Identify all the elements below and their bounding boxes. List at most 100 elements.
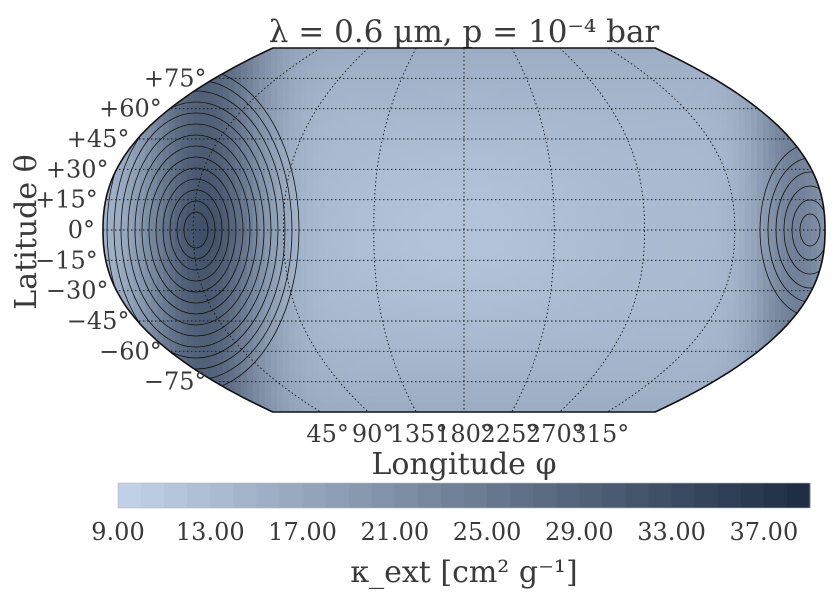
field-cell	[235, 156, 242, 163]
field-cell	[691, 150, 698, 157]
field-cell	[739, 96, 746, 103]
field-cell	[265, 84, 272, 91]
field-cell	[463, 228, 470, 235]
field-cell	[649, 174, 656, 181]
field-cell	[103, 84, 110, 91]
field-cell	[181, 276, 188, 283]
field-cell	[235, 198, 242, 205]
field-cell	[571, 240, 578, 247]
field-cell	[445, 78, 452, 85]
field-cell	[337, 210, 344, 217]
field-cell	[799, 162, 806, 169]
field-cell	[595, 288, 602, 295]
field-cell	[793, 84, 800, 91]
field-cell	[175, 264, 182, 271]
field-cell	[535, 162, 542, 169]
field-cell	[181, 186, 188, 193]
field-cell	[211, 276, 218, 283]
field-cell	[661, 198, 668, 205]
field-cell	[547, 48, 554, 55]
field-cell	[643, 84, 650, 91]
field-cell	[727, 276, 734, 283]
field-cell	[757, 198, 764, 205]
field-cell	[487, 48, 494, 55]
field-cell	[709, 60, 716, 67]
field-cell	[367, 180, 374, 187]
field-cell	[445, 240, 452, 247]
field-cell	[355, 222, 362, 229]
field-cell	[661, 84, 668, 91]
field-cell	[517, 144, 524, 151]
field-cell	[433, 144, 440, 151]
field-cell	[283, 132, 290, 139]
field-cell	[595, 216, 602, 223]
field-cell	[355, 114, 362, 121]
field-cell	[697, 252, 704, 259]
field-cell	[721, 192, 728, 199]
field-cell	[571, 174, 578, 181]
field-cell	[343, 276, 350, 283]
field-cell	[661, 234, 668, 241]
field-cell	[157, 138, 164, 145]
field-cell	[301, 72, 308, 79]
field-cell	[751, 264, 758, 271]
field-cell	[139, 144, 146, 151]
field-cell	[625, 126, 632, 133]
field-cell	[277, 162, 284, 169]
field-cell	[169, 162, 176, 169]
field-cell	[529, 102, 536, 109]
field-cell	[397, 228, 404, 235]
field-cell	[325, 198, 332, 205]
field-cell	[565, 102, 572, 109]
field-cell	[295, 144, 302, 151]
field-cell	[289, 84, 296, 91]
field-cell	[193, 168, 200, 175]
field-cell	[565, 276, 572, 283]
field-cell	[241, 252, 248, 259]
field-cell	[715, 192, 722, 199]
field-cell	[337, 156, 344, 163]
field-cell	[745, 180, 752, 187]
field-cell	[553, 84, 560, 91]
field-cell	[451, 204, 458, 211]
field-cell	[547, 84, 554, 91]
field-cell	[805, 282, 812, 289]
field-cell	[679, 156, 686, 163]
field-cell	[739, 216, 746, 223]
field-cell	[451, 162, 458, 169]
field-cell	[205, 198, 212, 205]
field-cell	[577, 198, 584, 205]
field-cell	[811, 216, 818, 223]
field-cell	[667, 132, 674, 139]
field-cell	[523, 234, 530, 241]
field-cell	[787, 144, 794, 151]
field-cell	[421, 240, 428, 247]
field-cell	[751, 72, 758, 79]
field-cell	[265, 198, 272, 205]
field-cell	[265, 264, 272, 271]
field-cell	[541, 60, 548, 67]
field-cell	[523, 48, 530, 55]
field-cell	[709, 186, 716, 193]
field-cell	[325, 66, 332, 73]
field-cell	[757, 66, 764, 73]
field-cell	[265, 54, 272, 61]
field-cell	[745, 216, 752, 223]
field-cell	[691, 276, 698, 283]
field-cell	[763, 174, 770, 181]
field-cell	[805, 192, 812, 199]
field-cell	[703, 72, 710, 79]
field-cell	[517, 252, 524, 259]
field-cell	[751, 240, 758, 247]
field-cell	[649, 210, 656, 217]
field-cell	[523, 168, 530, 175]
field-cell	[175, 180, 182, 187]
field-cell	[355, 150, 362, 157]
field-cell	[235, 264, 242, 271]
field-cell	[289, 72, 296, 79]
field-cell	[697, 246, 704, 253]
field-cell	[145, 48, 152, 55]
field-cell	[691, 114, 698, 121]
field-cell	[637, 186, 644, 193]
field-cell	[343, 174, 350, 181]
